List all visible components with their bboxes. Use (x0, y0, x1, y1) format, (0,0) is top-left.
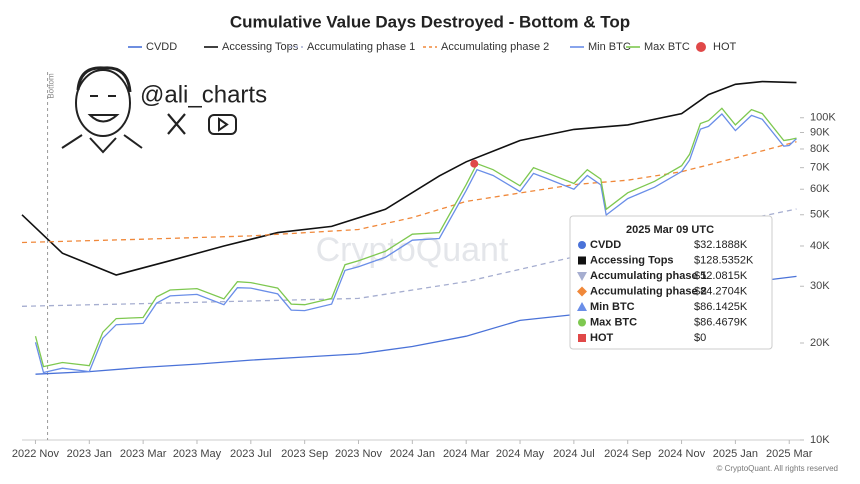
series-line (21, 80, 797, 276)
tooltip-value: $52.0815K (694, 270, 748, 282)
youtube-icon (208, 114, 237, 135)
legend-label: Min BTC (588, 41, 631, 53)
watermark: CryptoQuant (316, 231, 509, 269)
tooltip-marker (577, 286, 587, 297)
tooltip-title: 2025 Mar 09 UTC (626, 224, 714, 236)
y-tick-label: 40K (810, 240, 830, 252)
x-tick-label: 2023 Jan (67, 448, 112, 460)
tooltip-label: Min BTC (590, 301, 635, 313)
x-tick-label: 2023 Jul (230, 448, 272, 460)
avatar (61, 66, 143, 154)
x-tick-label: 2025 Mar (766, 448, 813, 460)
x-tick-label: 2025 Jan (713, 448, 758, 460)
footer: © CryptoQuant. All rights reserved (717, 464, 839, 473)
series-line (34, 113, 797, 374)
x-tick-label: 2022 Nov (12, 448, 60, 460)
x-tick-label: 2023 Mar (120, 448, 167, 460)
tooltip-label: CVDD (590, 239, 621, 251)
legend-label: Max BTC (644, 41, 690, 53)
tooltip-value: $84.2704K (694, 285, 748, 297)
tooltip-value: $128.5352K (694, 254, 754, 266)
tooltip-label: Accessing Tops (590, 254, 674, 266)
y-tick-label: 10K (810, 434, 830, 446)
chart-title: Cumulative Value Days Destroyed - Bottom… (230, 12, 630, 31)
tooltip-marker (577, 302, 587, 311)
series-line (34, 107, 797, 368)
tooltip-marker (578, 318, 586, 327)
y-tick-label: 80K (810, 143, 830, 155)
legend-label: CVDD (146, 41, 177, 53)
x-tick-label: 2024 Jan (390, 448, 435, 460)
legend-label: HOT (713, 41, 737, 53)
tooltip-value: $86.1425K (694, 301, 748, 313)
x-tick-label: 2024 Jul (553, 448, 595, 460)
x-tick-label: 2024 Mar (443, 448, 490, 460)
legend-swatch (696, 42, 706, 52)
tooltip-label: Max BTC (590, 316, 637, 328)
tooltip-value: $32.1888K (694, 239, 748, 251)
x-tick-label: 2023 Sep (281, 448, 328, 460)
tooltip-label: Accumulating phase 2 (590, 285, 707, 297)
y-tick-label: 30K (810, 280, 830, 292)
legend-label: Accumulating phase 1 (307, 41, 415, 53)
y-tick-label: 100K (810, 112, 836, 124)
hot-point (470, 159, 479, 168)
tooltip-label: Accumulating phase 1 (590, 270, 707, 282)
tooltip-box (569, 215, 773, 350)
legend-label: Accessing Tops (222, 41, 299, 53)
x-tick-label: 2023 Nov (335, 448, 383, 460)
tooltip-marker (578, 241, 586, 249)
x-tick-label: 2024 May (496, 448, 545, 460)
tooltip-marker (578, 334, 586, 342)
legend-label: Accumulating phase 2 (441, 41, 549, 53)
tooltip-marker (578, 256, 586, 265)
y-tick-label: 90K (810, 126, 830, 138)
series-line (21, 141, 797, 244)
tooltip-value: $86.4679K (694, 316, 748, 328)
x-tick-label: 2024 Sep (604, 448, 651, 460)
y-tick-label: 50K (810, 209, 830, 221)
y-tick-label: 70K (810, 162, 830, 174)
annotation: Bottom (47, 73, 56, 99)
tooltip-label: HOT (590, 332, 614, 344)
tooltip: 2025 Mar 09 UTC CVDD $32.1888K Accessing T… (569, 215, 773, 350)
x-tick-label: 2023 May (173, 448, 222, 460)
y-tick-label: 60K (810, 183, 830, 195)
y-tick-label: 20K (810, 337, 830, 349)
tooltip-marker (577, 272, 587, 281)
x-icon (167, 113, 186, 135)
x-tick-label: 2024 Nov (658, 448, 706, 460)
handle: @ali_charts (140, 81, 267, 108)
tooltip-value: $0 (694, 332, 706, 344)
